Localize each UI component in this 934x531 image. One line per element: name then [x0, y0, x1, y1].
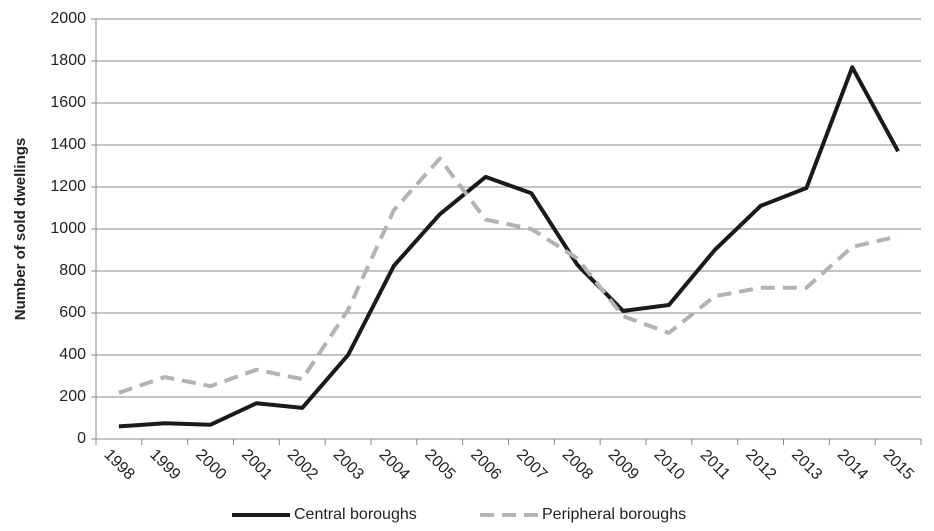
x-tick-label: 2009 — [605, 446, 642, 483]
x-tick-label: 2010 — [651, 446, 688, 483]
y-tick-label: 1400 — [50, 136, 86, 153]
y-tick-label: 2000 — [50, 10, 86, 27]
y-tick-label: 1600 — [50, 94, 86, 111]
x-tick-label: 2000 — [192, 446, 229, 483]
y-tick-label: 1200 — [50, 178, 86, 195]
x-tick-label: 2012 — [742, 446, 779, 483]
x-tick-label: 2003 — [330, 446, 367, 483]
series-line — [118, 65, 900, 429]
y-tick-label: 600 — [59, 304, 86, 321]
x-tick-label: 2015 — [880, 446, 917, 483]
x-tick-label: 2008 — [559, 446, 596, 483]
y-tick-label: 1800 — [50, 52, 86, 69]
x-tick-label: 1998 — [101, 446, 138, 483]
legend-label: Central boroughs — [294, 506, 417, 523]
x-tick-label: 2013 — [788, 446, 825, 483]
x-tick-label: 2002 — [284, 446, 321, 483]
y-tick-label: 200 — [59, 388, 86, 405]
y-tick-label: 1000 — [50, 220, 86, 237]
y-tick-label: 800 — [59, 262, 86, 279]
x-tick-label: 1999 — [146, 446, 183, 483]
y-tick-label: 400 — [59, 346, 86, 363]
x-tick-label: 2005 — [421, 446, 458, 483]
series-line — [118, 156, 899, 395]
x-tick-label: 2007 — [513, 446, 550, 483]
x-tick-label: 2001 — [238, 446, 275, 483]
x-tick-label: 2014 — [834, 446, 871, 483]
legend-label: Peripheral boroughs — [542, 506, 686, 523]
y-axis-title: Number of sold dwellings — [12, 138, 29, 321]
y-tick-label: 0 — [77, 430, 86, 447]
x-tick-label: 2004 — [376, 446, 413, 483]
x-tick-label: 2011 — [697, 447, 733, 483]
x-tick-label: 2006 — [467, 446, 504, 483]
